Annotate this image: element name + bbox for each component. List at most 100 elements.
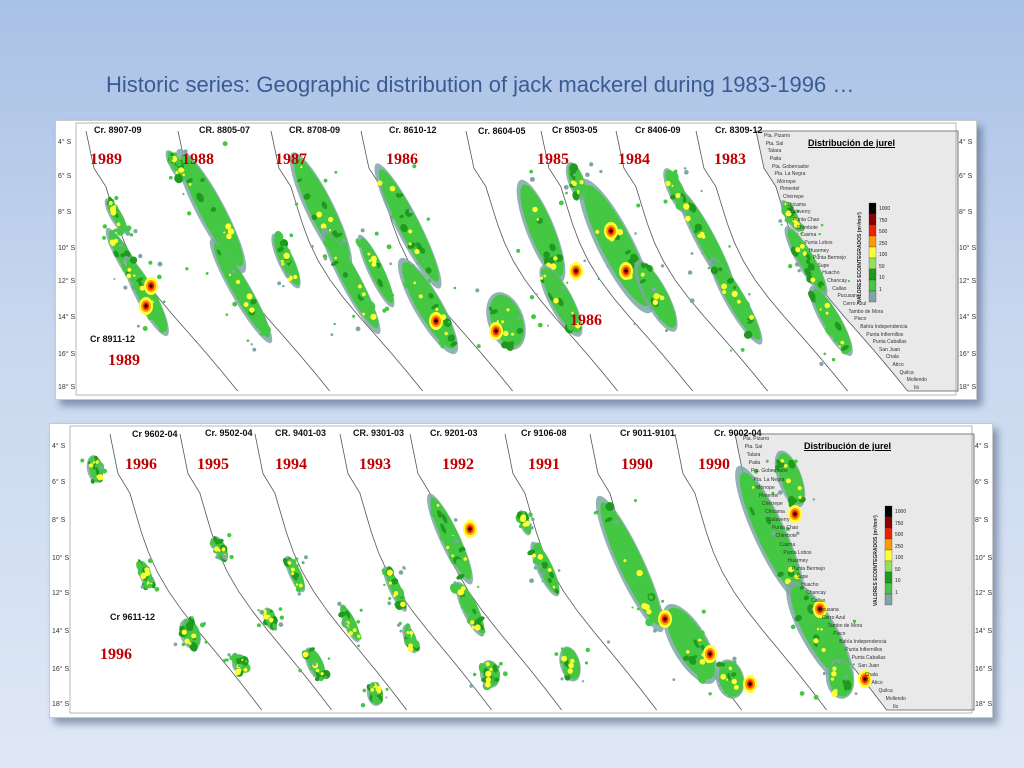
place-name: Punta Chao [792, 217, 820, 223]
lat-label-right: 18° S [975, 701, 993, 709]
abundance-speck [142, 326, 148, 332]
abundance-speck [221, 554, 224, 557]
abundance-speck [529, 295, 535, 300]
coastline [109, 433, 262, 711]
abundance-speck [102, 235, 106, 240]
abundance-speck [416, 262, 419, 265]
lat-label-left: 16° S [58, 350, 76, 358]
hotspot [463, 520, 477, 538]
lat-label-right: 12° S [959, 278, 977, 286]
colorbar-label: 750 [895, 520, 904, 527]
abundance-speck [663, 199, 668, 204]
lat-label-right: 16° S [959, 350, 977, 358]
legend-title: Distribución de jurel [808, 138, 896, 148]
year-label: 1985 [537, 151, 569, 168]
place-name: Pucusana [837, 293, 860, 300]
abundance-speck [330, 333, 334, 337]
abundance-speck [334, 170, 338, 174]
abundance-patch [427, 493, 473, 585]
abundance-patch [661, 604, 718, 684]
abundance-speck [820, 223, 824, 227]
coastline [270, 130, 423, 392]
abundance-speck [80, 458, 85, 463]
place-name: Atico [871, 679, 883, 686]
abundance-speck [458, 537, 461, 541]
abundance-speck [653, 628, 657, 633]
abundance-speck [844, 674, 848, 679]
abundance-speck [133, 229, 138, 234]
colorbar-label: 1 [895, 589, 898, 596]
year-label: 1993 [359, 456, 391, 473]
abundance-speck [297, 592, 302, 596]
abundance-speck [385, 696, 388, 699]
abundance-speck [360, 228, 365, 233]
lat-label-right: 8° S [959, 208, 973, 216]
abundance-speck [477, 585, 480, 588]
abundance-speck [787, 263, 793, 269]
abundance-speck [800, 232, 803, 235]
abundance-speck [822, 671, 826, 676]
abundance-speck [852, 619, 857, 623]
abundance-speck [482, 684, 486, 688]
coastline [465, 130, 618, 392]
abundance-speck [327, 657, 331, 660]
abundance-speck [357, 644, 360, 648]
lat-label-left: 10° S [58, 244, 76, 252]
abundance-speck [125, 231, 131, 236]
place-name: Cerro Azul [842, 301, 867, 307]
abundance-speck [277, 281, 282, 286]
abundance-speck [288, 559, 292, 562]
lat-label-left: 14° S [52, 628, 70, 636]
abundance-speck [531, 517, 535, 522]
abundance-speck [337, 601, 342, 607]
abundance-speck [183, 149, 188, 154]
abundance-speck [563, 184, 569, 190]
abundance-speck [819, 361, 824, 366]
place-name: Supe [796, 574, 809, 581]
abundance-speck [99, 465, 104, 471]
abundance-speck [147, 558, 153, 564]
lat-label-left: 12° S [58, 278, 76, 286]
abundance-speck [383, 583, 386, 587]
abundance-speck [215, 555, 219, 559]
hotspot [858, 670, 872, 688]
abundance-patch [774, 450, 806, 509]
hotspot [619, 262, 633, 280]
place-name: Pta. La Negra [753, 476, 785, 483]
hotspot [813, 600, 827, 618]
abundance-speck [573, 173, 577, 177]
map-panel-1990-1996: 4° S 6° S 8° S 10° S 12° S 14° S 16° S 18° S 4° … [49, 423, 993, 718]
map-canvas [75, 122, 959, 396]
abundance-speck [499, 661, 503, 666]
lat-label-left: 18° S [58, 383, 76, 391]
abundance-speck [562, 286, 566, 290]
abundance-speck [407, 627, 411, 631]
abundance-speck [352, 314, 356, 318]
lat-label-left: 4° S [52, 443, 66, 451]
abundance-speck [529, 169, 534, 174]
coastline [695, 130, 848, 392]
cruise-label: CR. 9301-03 [353, 428, 405, 438]
place-name: Pimentel [779, 186, 800, 193]
abundance-patch [397, 257, 459, 355]
place-name: Huarmey [787, 557, 808, 564]
abundance-speck [554, 652, 559, 656]
abundance-speck [397, 623, 401, 627]
abundance-speck [529, 213, 532, 216]
lat-label-left: 8° S [58, 208, 72, 216]
year-label: 1989 [90, 151, 122, 168]
abundance-patch [663, 168, 690, 214]
abundance-speck [222, 141, 228, 147]
abundance-speck [412, 164, 417, 169]
abundance-speck [833, 337, 839, 343]
abundance-speck [581, 680, 585, 683]
abundance-speck [790, 624, 796, 630]
abundance-patch [175, 148, 247, 274]
abundance-speck [453, 286, 457, 290]
year-label: 1986 [570, 312, 602, 329]
colorbar-swatch [868, 235, 877, 248]
abundance-speck [480, 632, 484, 637]
colorbar-label: 500 [879, 229, 888, 235]
place-name: Mollendo [906, 377, 927, 384]
abundance-speck [796, 209, 800, 213]
